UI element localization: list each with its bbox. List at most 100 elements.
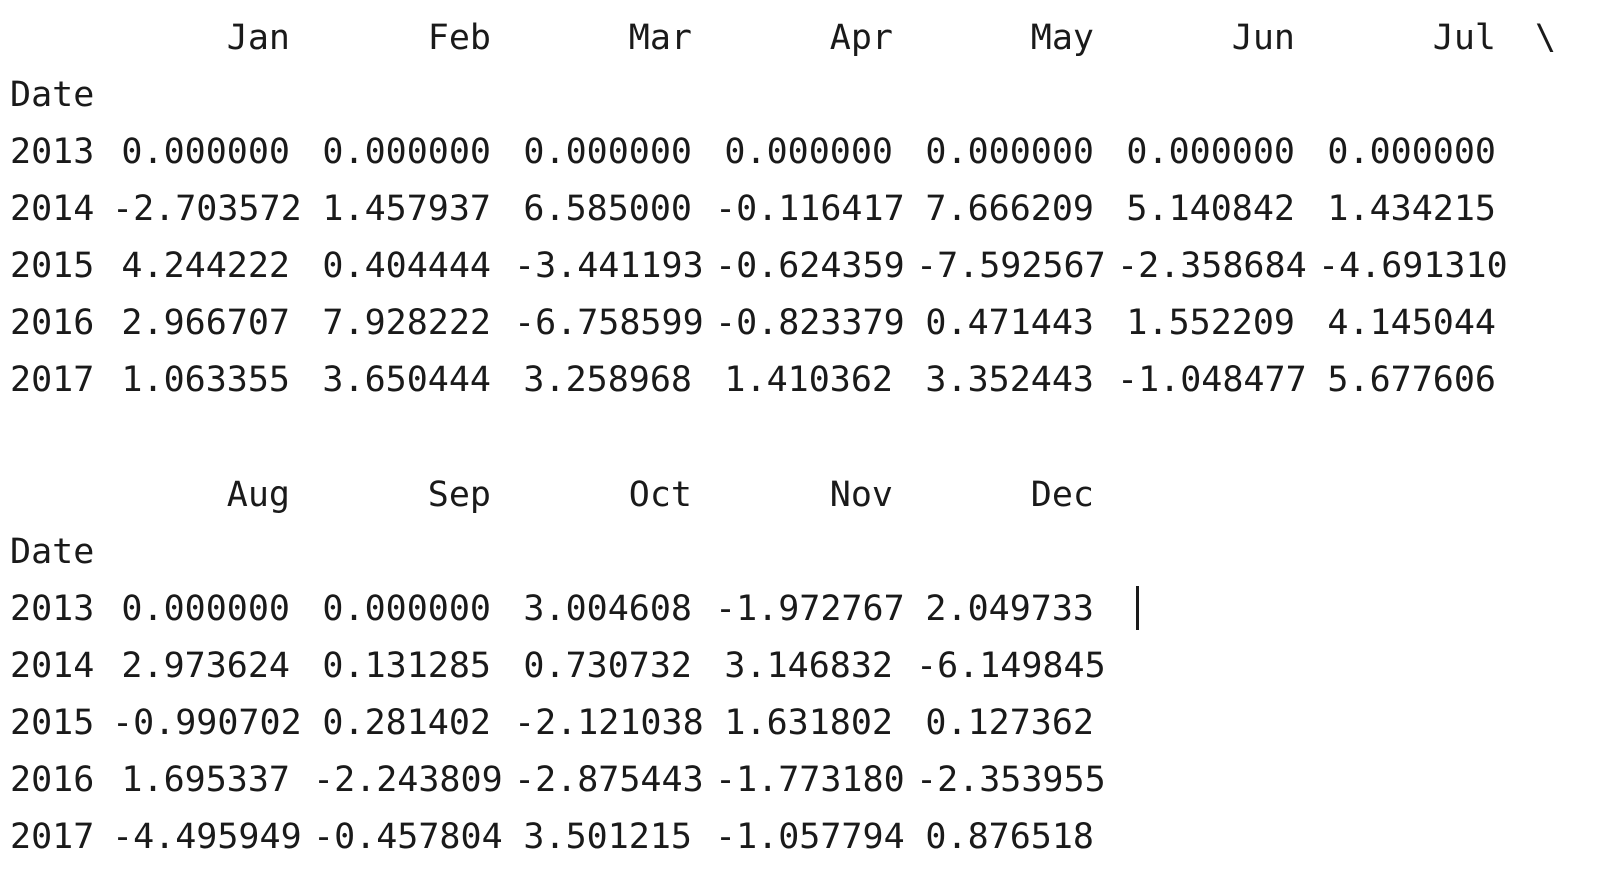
table-part-2: Aug Sep Oct Nov Dec Date 2013 0.000000 0… — [0, 467, 1600, 866]
table-cell: 5.140842 — [1126, 189, 1295, 229]
column-header: Mar — [628, 18, 692, 58]
table-cell: 1.410362 — [724, 360, 893, 400]
table-cell: -2.358684 — [1117, 246, 1307, 286]
table-cell: 4.145044 — [1327, 303, 1496, 343]
table-row: 2014 2.973624 0.131285 0.730732 3.146832… — [0, 638, 1600, 695]
table-cell: -0.624359 — [715, 246, 905, 286]
row-index: 2017 — [10, 360, 95, 400]
table-row: 2016 1.695337 -2.243809 -2.875443 -1.773… — [0, 752, 1600, 809]
table-cell: -0.457804 — [313, 817, 503, 857]
column-header: Feb — [427, 18, 491, 58]
table-row: 2015 -0.990702 0.281402 -2.121038 1.6318… — [0, 695, 1600, 752]
table-cell: -1.057794 — [715, 817, 905, 857]
table-cell: 0.000000 — [1327, 132, 1496, 172]
table-cell: 1.695337 — [121, 760, 290, 800]
table-cell: 1.631802 — [724, 703, 893, 743]
table-cell: -2.703572 — [112, 189, 302, 229]
table-cell: 6.585000 — [523, 189, 692, 229]
table-cell: 0.730732 — [523, 646, 692, 686]
table-cell: 0.127362 — [925, 703, 1094, 743]
table-cell: -1.972767 — [715, 589, 905, 629]
table-row: 2015 4.244222 0.404444 -3.441193 -0.6243… — [0, 238, 1600, 295]
table-cell: 0.404444 — [322, 246, 491, 286]
row-index: 2015 — [10, 703, 95, 743]
column-header: Jan — [226, 18, 290, 58]
column-header: Sep — [427, 475, 491, 515]
table-cell: -0.990702 — [112, 703, 302, 743]
table-cell: 0.000000 — [1126, 132, 1295, 172]
table-cell: 0.131285 — [322, 646, 491, 686]
table-row: 2016 2.966707 7.928222 -6.758599 -0.8233… — [0, 295, 1600, 352]
column-header: Jul — [1432, 18, 1496, 58]
row-index: 2014 — [10, 646, 95, 686]
table-cell: 1.063355 — [121, 360, 290, 400]
column-header: Apr — [829, 18, 893, 58]
index-name: Date — [10, 75, 95, 115]
table-cell: 0.876518 — [925, 817, 1094, 857]
row-index: 2016 — [10, 303, 95, 343]
table-cell: -0.823379 — [715, 303, 905, 343]
index-name-row: Date — [0, 524, 1600, 581]
table-cell: 0.281402 — [322, 703, 491, 743]
table-cell: 2.049733 — [925, 589, 1094, 629]
table-row: 2017 -4.495949 -0.457804 3.501215 -1.057… — [0, 809, 1600, 866]
table-cell: 0.000000 — [925, 132, 1094, 172]
text-cursor[interactable] — [1136, 586, 1139, 630]
table-row: 2013 0.000000 0.000000 0.000000 0.000000… — [0, 124, 1600, 181]
table-cell: -4.495949 — [112, 817, 302, 857]
table-cell: -4.691310 — [1318, 246, 1508, 286]
column-header: Aug — [226, 475, 290, 515]
table-row: 2014 -2.703572 1.457937 6.585000 -0.1164… — [0, 181, 1600, 238]
column-header: Dec — [1030, 475, 1094, 515]
table-cell: 4.244222 — [121, 246, 290, 286]
row-index: 2014 — [10, 189, 95, 229]
table-cell: -2.875443 — [514, 760, 704, 800]
table-cell: 3.004608 — [523, 589, 692, 629]
table-cell: 3.352443 — [925, 360, 1094, 400]
table-cell: -2.121038 — [514, 703, 704, 743]
table-cell: -6.149845 — [916, 646, 1106, 686]
table-cell: -2.243809 — [313, 760, 503, 800]
column-header: Nov — [829, 475, 893, 515]
row-index: 2013 — [10, 132, 95, 172]
row-index: 2016 — [10, 760, 95, 800]
table-cell: 3.650444 — [322, 360, 491, 400]
row-index: 2017 — [10, 817, 95, 857]
column-header-row: Aug Sep Oct Nov Dec — [0, 467, 1600, 524]
table-cell: 0.000000 — [121, 589, 290, 629]
table-cell: 0.000000 — [523, 132, 692, 172]
table-cell: -3.441193 — [514, 246, 704, 286]
column-header: May — [1030, 18, 1094, 58]
table-cell: 1.552209 — [1126, 303, 1295, 343]
column-header: Jun — [1231, 18, 1295, 58]
table-cell: 2.966707 — [121, 303, 290, 343]
table-cell: 0.000000 — [322, 132, 491, 172]
table-cell: 3.258968 — [523, 360, 692, 400]
table-cell: 0.000000 — [724, 132, 893, 172]
table-cell: -2.353955 — [916, 760, 1106, 800]
table-cell: 1.434215 — [1327, 189, 1496, 229]
table-cell: -6.758599 — [514, 303, 704, 343]
table-cell: 2.973624 — [121, 646, 290, 686]
table-cell: 7.666209 — [925, 189, 1094, 229]
table-cell: -7.592567 — [916, 246, 1106, 286]
column-header-row: Jan Feb Mar Apr May Jun Jul \ — [0, 10, 1600, 67]
table-cell: -0.116417 — [715, 189, 905, 229]
index-name-row: Date — [0, 67, 1600, 124]
row-index: 2013 — [10, 589, 95, 629]
table-cell: 0.000000 — [121, 132, 290, 172]
table-row: 2017 1.063355 3.650444 3.258968 1.410362… — [0, 352, 1600, 409]
continuation-marker: \ — [1535, 18, 1557, 58]
table-cell: 3.146832 — [724, 646, 893, 686]
table-cell: 3.501215 — [523, 817, 692, 857]
row-index: 2015 — [10, 246, 95, 286]
table-row: 2013 0.000000 0.000000 3.004608 -1.97276… — [0, 581, 1600, 638]
table-cell: 1.457937 — [322, 189, 491, 229]
table-part-1: Jan Feb Mar Apr May Jun Jul \ Date 2013 … — [0, 10, 1600, 409]
table-cell: 0.000000 — [322, 589, 491, 629]
table-cell: 5.677606 — [1327, 360, 1496, 400]
index-name: Date — [10, 532, 95, 572]
table-cell: -1.048477 — [1117, 360, 1307, 400]
column-header: Oct — [628, 475, 692, 515]
table-cell: -1.773180 — [715, 760, 905, 800]
